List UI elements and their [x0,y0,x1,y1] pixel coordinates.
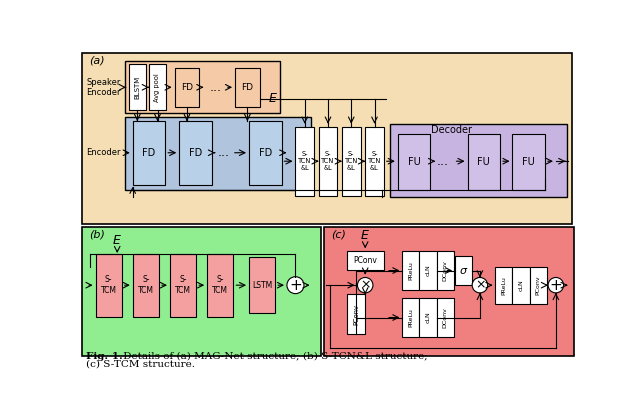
Text: FU: FU [408,157,420,167]
Text: PConv: PConv [536,275,541,295]
Text: S-
TCM: S- TCM [138,275,154,295]
Bar [129,64,146,110]
Text: $\sigma$: $\sigma$ [459,266,468,275]
Bar [397,134,430,190]
Bar [83,53,572,224]
Bar [347,294,365,335]
Text: ...: ... [436,155,449,169]
Text: FD: FD [142,148,156,158]
Circle shape [358,278,373,293]
Bar [403,298,419,337]
Text: $\times$: $\times$ [360,279,371,292]
Text: $\mathit{E}$: $\mathit{E}$ [112,234,122,247]
Bar [342,126,360,196]
Text: Fig. 1.: Fig. 1. [86,351,123,361]
Text: cLN: cLN [518,279,524,291]
Text: $\mathit{E}$: $\mathit{E}$ [268,93,277,105]
Text: PConv: PConv [353,256,377,265]
Text: $\times$: $\times$ [474,279,485,292]
Bar [390,124,566,197]
Bar [436,298,454,337]
Bar [513,267,529,304]
Bar [125,61,280,114]
Bar [95,254,122,317]
Text: +: + [550,278,562,293]
Text: ...: ... [218,146,229,159]
Bar [347,251,384,270]
Bar [436,251,454,290]
Bar [179,121,212,185]
Text: FD: FD [241,83,253,92]
Bar [467,134,500,190]
Text: BLSTM: BLSTM [134,76,140,99]
Circle shape [472,278,488,293]
Bar [419,298,436,337]
Text: cLN: cLN [426,312,431,323]
Text: PReLu: PReLu [408,261,413,280]
Bar [132,121,165,185]
Bar [455,256,472,285]
Bar [175,68,199,107]
Bar [403,251,419,290]
Text: Details of (a) MAG-Net structure; (b) S-TCN&L structure;: Details of (a) MAG-Net structure; (b) S-… [120,351,428,361]
Text: +: + [289,278,302,293]
Bar [319,126,337,196]
Text: (c): (c) [331,229,346,240]
Bar [365,126,384,196]
Text: S-
TCN
&L: S- TCN &L [344,151,358,171]
Text: S-
TCM: S- TCM [212,275,228,295]
Text: Speaker
Encoder: Speaker Encoder [86,78,121,97]
Text: Decoder: Decoder [431,125,472,135]
Text: S-
TCN
&L: S- TCN &L [368,151,381,171]
Text: FU: FU [477,157,490,167]
Text: FD: FD [259,148,272,158]
Bar [170,254,196,317]
Bar [249,257,275,313]
Text: cLN: cLN [426,265,431,276]
Bar [83,227,321,356]
Text: Encoder: Encoder [86,148,121,157]
Bar [296,126,314,196]
Bar [125,116,311,190]
Bar [249,121,282,185]
Bar [513,134,545,190]
Text: S-
TCN
&L: S- TCN &L [298,151,312,171]
Text: DConv: DConv [442,260,447,281]
Text: Avg pool: Avg pool [154,73,161,102]
Bar [132,254,159,317]
Bar [235,68,260,107]
Text: PReLu: PReLu [501,276,506,294]
Text: FU: FU [522,157,535,167]
Bar [495,267,513,304]
Circle shape [548,278,564,293]
Text: PConv: PConv [353,304,359,325]
Bar [149,64,166,110]
Text: (c) S-TCM structure.: (c) S-TCM structure. [86,360,195,369]
Text: S-
TCN
&L: S- TCN &L [321,151,335,171]
Text: DConv: DConv [442,307,447,328]
Text: (a): (a) [90,55,105,65]
Bar [419,251,436,290]
Circle shape [287,277,304,294]
Text: $\mathit{E}$: $\mathit{E}$ [360,229,370,242]
Text: S-
TCM: S- TCM [100,275,116,295]
Text: FD: FD [189,148,202,158]
Text: ...: ... [210,81,221,94]
Text: S-
TCM: S- TCM [175,275,191,295]
Text: PReLu: PReLu [408,308,413,327]
Text: (b): (b) [90,229,105,240]
Text: FD: FD [181,83,193,92]
Text: LSTM: LSTM [252,281,272,290]
Bar [529,267,547,304]
Bar [324,227,573,356]
Bar [207,254,234,317]
